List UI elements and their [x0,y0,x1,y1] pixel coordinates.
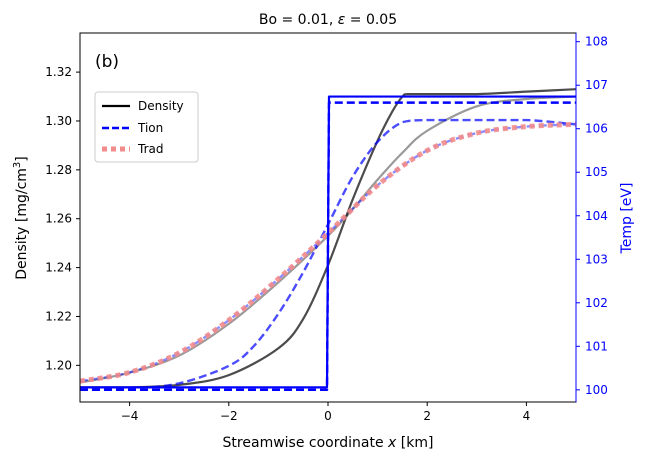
y-left-tick-label: 1.30 [45,114,72,128]
x-tick-label: −4 [121,409,139,423]
y-right-tick-label: 106 [585,122,608,136]
series-line-trad-5 [80,121,576,384]
series-line-density-6 [80,95,576,389]
x-axis-label: Streamwise coordinate x [km] [223,435,434,451]
y-right-tick-label: 102 [585,296,608,310]
y-right-tick-label: 104 [585,209,608,223]
panel-label: (b) [95,52,119,72]
y-right-tick-label: 107 [585,78,608,92]
y-right-tick-label: 103 [585,252,608,266]
y-left-tick-label: 1.20 [45,358,72,372]
series-group [80,88,576,392]
x-axis-ticks: −4 −2 0 2 4 [121,402,530,423]
legend: Density Tion Trad [94,91,199,163]
y-right-tick-label: 105 [585,165,608,179]
x-tick-label: 0 [324,409,332,423]
y-right-tick-label: 108 [585,35,608,49]
y-left-axis-ticks: 1.20 1.22 1.24 1.26 1.28 1.30 1.32 [45,65,80,372]
x-tick-label: −2 [220,409,238,423]
y-left-tick-label: 1.22 [45,309,72,323]
x-tick-label: 4 [523,409,531,423]
y-right-tick-label: 100 [585,383,608,397]
y-right-tick-label: 101 [585,339,608,353]
legend-label-trad: Trad [137,142,163,156]
series-line-density-0 [80,88,576,389]
plot-area [80,88,576,392]
y-left-tick-label: 1.28 [45,163,72,177]
x-tick-label: 2 [423,409,431,423]
chart-title: Bo = 0.01, ε = 0.05 [259,12,397,28]
y-left-tick-label: 1.32 [45,65,72,79]
y-right-axis-label: Temp [eV] [619,183,635,255]
y-left-tick-label: 1.26 [45,212,72,226]
legend-label-density: Density [138,99,184,113]
legend-box [94,91,199,163]
y-right-axis-ticks: 100 101 102 103 104 105 106 107 108 [576,35,608,397]
y-left-tick-label: 1.24 [45,261,72,275]
y-left-axis-label: Density [mg/cm3] [12,156,30,280]
legend-label-tion: Tion [137,121,163,135]
